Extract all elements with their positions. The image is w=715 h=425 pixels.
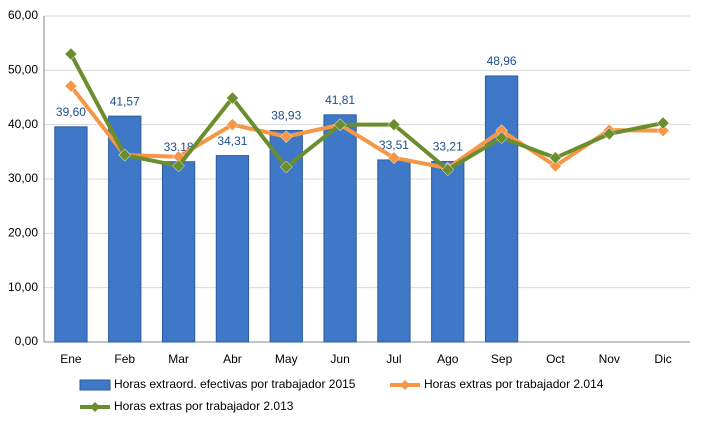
y-tick-label: 50,00	[8, 63, 38, 77]
bar	[215, 155, 250, 343]
x-tick-label: Feb	[114, 352, 135, 366]
bar	[54, 126, 88, 343]
x-tick-label: Nov	[599, 352, 620, 366]
legend-swatch	[79, 379, 111, 391]
x-tick-label: Dic	[654, 352, 671, 366]
value-label: 33,51	[379, 138, 409, 152]
value-label: 41,81	[325, 93, 355, 107]
legend-marker	[90, 402, 100, 412]
y-tick-label: 30,00	[8, 171, 38, 185]
x-tick-label: Ago	[437, 352, 459, 366]
marker	[279, 160, 293, 174]
marker	[226, 91, 239, 105]
bar	[431, 161, 465, 343]
bar	[377, 159, 411, 343]
marker	[279, 130, 293, 143]
x-tick-label: Sep	[491, 352, 513, 366]
marker	[656, 124, 670, 137]
x-tick-label: Ene	[60, 352, 82, 366]
marker	[118, 148, 132, 162]
marker	[602, 127, 616, 141]
legend-label: Horas extras por trabajador 2.013	[114, 399, 294, 413]
value-label: 39,60	[56, 105, 86, 119]
y-tick-label: 20,00	[8, 226, 38, 240]
marker	[549, 159, 562, 173]
y-tick-label: 60,00	[8, 8, 38, 22]
bar	[484, 75, 519, 343]
x-tick-label: Oct	[546, 352, 565, 366]
legend-label: Horas extraord. efectivas por trabajador…	[114, 377, 356, 391]
value-label: 48,96	[487, 54, 517, 68]
line	[69, 84, 664, 171]
bar	[161, 161, 196, 343]
bar	[323, 114, 357, 343]
marker	[441, 163, 455, 177]
x-tick-label: Abr	[223, 352, 242, 366]
marker	[549, 151, 562, 165]
marker	[172, 159, 185, 173]
legend-label: Horas extras por trabajador 2.014	[424, 377, 604, 391]
y-tick-label: 0,00	[15, 334, 39, 348]
marker	[387, 118, 401, 132]
y-tick-label: 40,00	[8, 117, 38, 131]
marker	[495, 131, 508, 145]
marker	[64, 47, 78, 61]
marker	[64, 79, 78, 93]
y-tick-label: 10,00	[8, 280, 38, 294]
x-tick-label: Jun	[330, 352, 349, 366]
value-label: 34,31	[217, 134, 247, 148]
x-tick-label: May	[275, 352, 298, 366]
marker	[656, 116, 670, 130]
marker	[226, 118, 239, 132]
x-tick-label: Mar	[168, 352, 189, 366]
marker	[333, 118, 347, 132]
value-label: 38,93	[271, 109, 301, 123]
x-tick-label: Jul	[386, 352, 401, 366]
value-label: 41,57	[110, 94, 140, 108]
value-label: 33,21	[433, 140, 463, 154]
marker	[387, 151, 401, 165]
legend-marker	[400, 380, 410, 390]
line	[69, 53, 664, 172]
